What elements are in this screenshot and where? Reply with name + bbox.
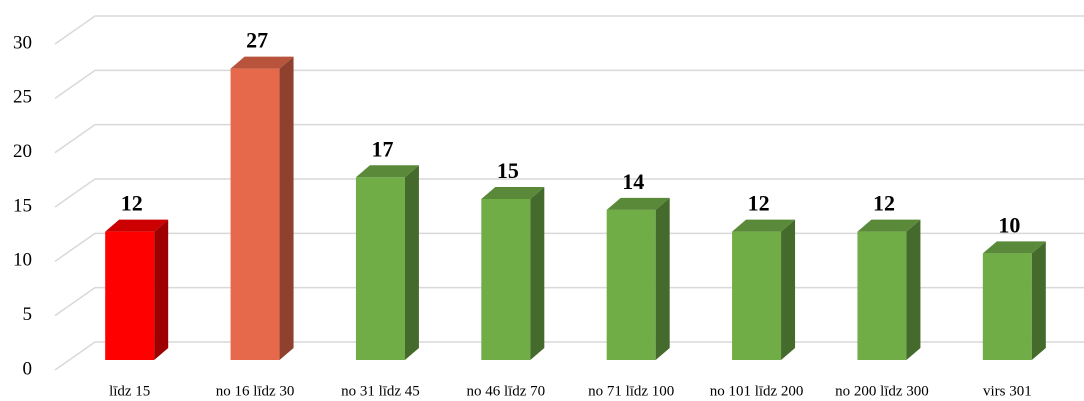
bar-top [481,187,545,199]
x-tick-label: no 16 līdz 30 [216,383,295,399]
bar-front [230,68,280,360]
bar-side [279,56,294,360]
bar [105,219,169,360]
x-tick-label: no 200 līdz 300 [835,383,929,399]
bar-top [230,56,294,69]
bar-side [781,219,796,360]
bar-front [857,231,907,360]
grid-line [54,178,1084,208]
value-label: 14 [622,169,644,194]
y-tick-label: 10 [13,250,32,271]
bar-front [481,199,531,360]
bar [857,219,921,360]
bar [982,241,1046,360]
value-label: 12 [121,191,143,216]
value-label: 27 [246,28,268,53]
bar [732,219,796,360]
bar [481,187,545,360]
grid-line [54,69,1084,99]
bar-side [1031,241,1046,360]
y-tick-label: 25 [13,87,32,108]
grid-line [54,15,1084,45]
bar-front [606,209,656,360]
y-tick-label: 15 [13,195,32,216]
bar-front [105,231,155,360]
bar-front [355,177,405,360]
bar-side [404,165,419,360]
bar-top [982,241,1046,254]
bar-top [857,219,921,232]
x-tick-label: virs 301 [983,383,1032,399]
value-label: 12 [748,191,770,216]
x-tick-label: no 31 līdz 45 [341,383,420,399]
grid-line [54,123,1084,154]
y-tick-label: 20 [13,141,32,162]
bar-side [655,197,670,360]
y-tick-label: 5 [23,304,33,325]
value-label: 15 [497,158,519,183]
x-tick-label: no 71 līdz 100 [588,383,674,399]
bar-top [606,197,670,210]
value-label: 12 [873,191,895,216]
bar-top [355,165,419,178]
grid-line [54,286,1084,317]
bar-side [530,187,545,360]
bar [230,56,294,360]
bar [606,197,670,360]
bar [355,165,419,360]
x-tick-label: no 101 līdz 200 [710,383,804,399]
bar-side [154,219,169,360]
value-label: 17 [371,136,393,161]
bar-front [982,253,1032,360]
x-tick-label: no 46 līdz 70 [466,383,545,399]
bar-top [105,219,169,232]
x-tick-label: līdz 15 [109,383,150,399]
grid-line [54,341,1084,371]
y-tick-label: 30 [13,32,32,53]
value-label: 10 [998,212,1020,237]
bar-front [732,231,782,360]
grid-line [54,232,1084,262]
bar-side [906,219,921,360]
bar-top [732,219,796,232]
y-tick-label: 0 [23,358,33,379]
